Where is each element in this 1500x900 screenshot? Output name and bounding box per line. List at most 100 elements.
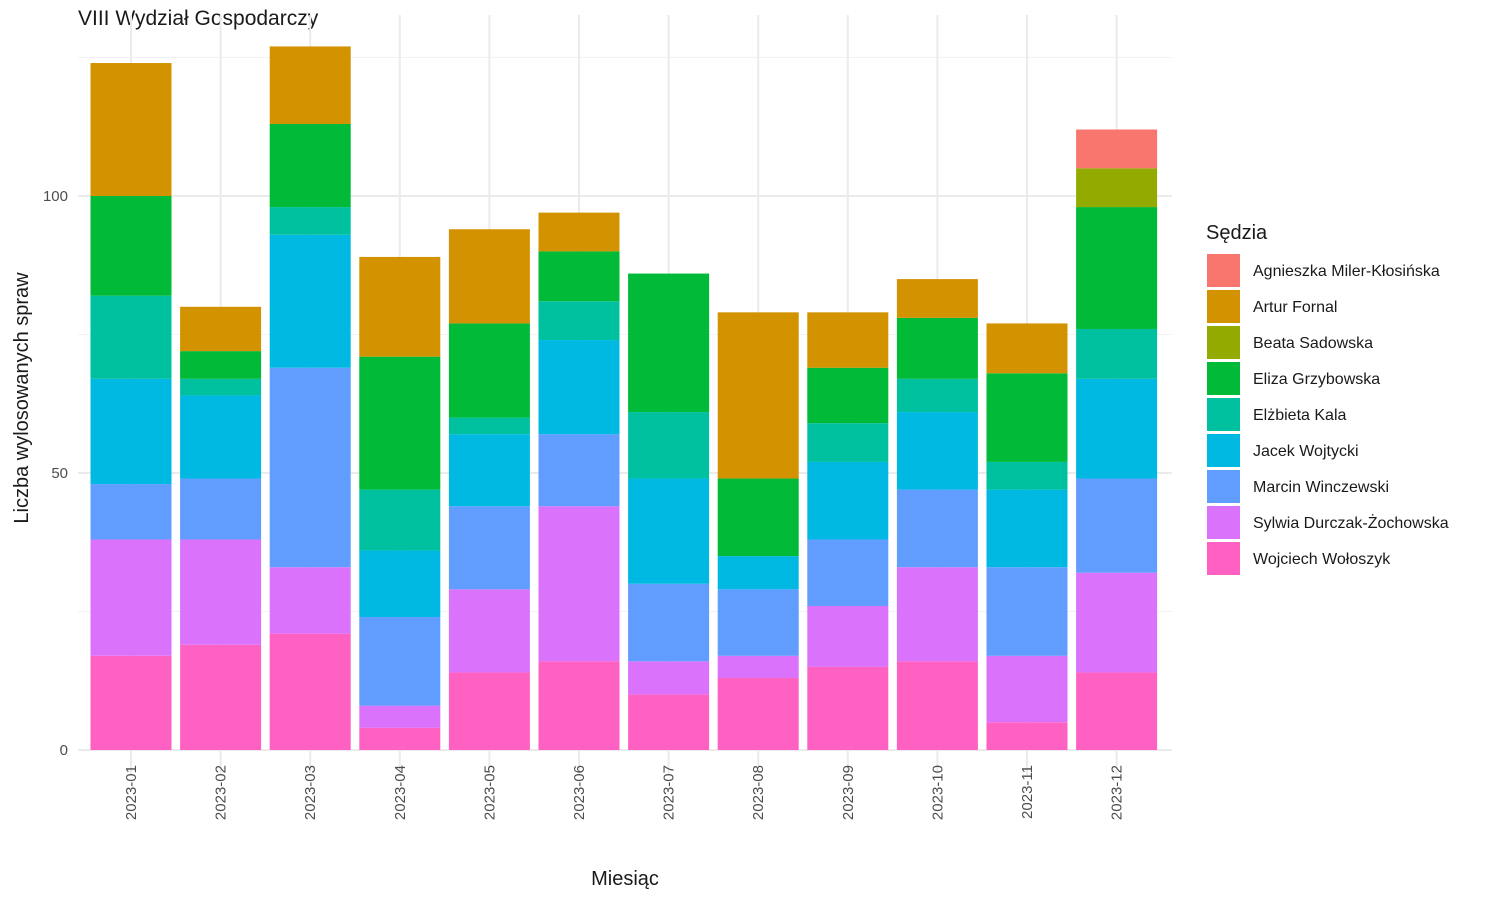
y-axis-title: Liczba wylosowanych spraw — [11, 272, 33, 524]
bar-segment — [717, 478, 799, 557]
bar-segment — [717, 655, 799, 678]
bar-segment — [269, 207, 351, 235]
legend-key — [1207, 362, 1240, 395]
bar-segment — [628, 273, 710, 413]
bar-segment — [986, 373, 1068, 462]
x-axis-title: Miesiąc — [591, 868, 659, 890]
x-tick-label: 2023-09 — [840, 765, 857, 820]
legend-key — [1207, 506, 1240, 539]
bar-segment — [986, 489, 1068, 568]
bar-segment — [807, 367, 889, 424]
bar-segment — [359, 617, 441, 706]
bar-segment — [448, 434, 530, 507]
legend: Sędzia Agnieszka Miler-Kłosińska Artur Fo… — [1206, 222, 1449, 575]
bar-segment — [807, 423, 889, 462]
bar-segment — [90, 295, 172, 379]
legend-label: Beata Sadowska — [1253, 335, 1373, 352]
bar-segment — [896, 317, 978, 379]
x-tick-label: 2023-08 — [750, 765, 767, 820]
bar-segment — [807, 605, 889, 667]
y-tick-label: 100 — [43, 188, 68, 205]
bar-segment — [269, 567, 351, 634]
x-tick-label: 2023-11 — [1019, 765, 1036, 819]
bar-segment — [448, 229, 530, 324]
bar-segment — [180, 306, 262, 352]
x-tick-label: 2023-10 — [929, 765, 946, 820]
legend-label: Agnieszka Miler-Kłosińska — [1253, 263, 1440, 280]
bar-segment — [180, 539, 262, 645]
bar-segment — [538, 506, 620, 662]
chart-title: VIII Wydział Gospodarczy — [78, 7, 319, 30]
bar-segment — [986, 461, 1068, 490]
bar-segment — [628, 478, 710, 584]
bar-segment — [269, 633, 351, 750]
bar-segment — [180, 395, 262, 479]
legend-label: Elżbieta Kala — [1253, 407, 1346, 424]
bar-segment — [628, 661, 710, 695]
x-tick-label: 2023-01 — [123, 765, 140, 820]
x-tick-label: 2023-07 — [661, 765, 678, 820]
bar-segment — [1076, 207, 1158, 329]
bar-segment — [180, 378, 262, 396]
bar-segment — [359, 727, 441, 750]
bar-segment — [359, 550, 441, 618]
bar-segment — [717, 589, 799, 656]
x-tick-label: 2023-05 — [481, 765, 498, 820]
legend-key — [1207, 326, 1240, 359]
legend-key — [1207, 398, 1240, 431]
bar-segment — [807, 666, 889, 750]
bar-segment — [1076, 672, 1158, 750]
bar-segment — [538, 340, 620, 435]
bars — [90, 46, 1158, 750]
bar-segment — [269, 234, 351, 368]
bar-segment — [90, 63, 172, 196]
bar-segment — [448, 417, 530, 435]
axes: 0 50 100 2023-01 2023-02 2023-03 2023-04 2023-0… — [43, 188, 1126, 820]
legend-key — [1207, 470, 1240, 503]
y-tick-label: 50 — [51, 465, 68, 482]
bar-segment — [717, 677, 799, 750]
bar-segment — [90, 484, 172, 540]
bar-segment — [896, 661, 978, 750]
bar-segment — [538, 434, 620, 507]
bar-segment — [896, 489, 978, 568]
bar-segment — [1076, 129, 1158, 169]
x-tick-label: 2023-03 — [302, 765, 319, 820]
legend-label: Jacek Wojtycki — [1253, 443, 1359, 460]
bar-segment — [986, 655, 1068, 723]
legend-label: Eliza Grzybowska — [1253, 371, 1380, 388]
bar-segment — [448, 589, 530, 673]
bar-segment — [986, 567, 1068, 656]
legend-key — [1207, 542, 1240, 575]
bar-segment — [359, 256, 441, 357]
bar-segment — [90, 196, 172, 296]
legend-label: Artur Fornal — [1253, 299, 1337, 316]
legend-key — [1207, 434, 1240, 467]
bar-segment — [1076, 478, 1158, 573]
legend-label: Wojciech Wołoszyk — [1253, 551, 1391, 568]
bar-segment — [269, 46, 351, 124]
bar-segment — [717, 556, 799, 590]
bar-segment — [90, 539, 172, 656]
x-tick-label: 2023-06 — [571, 765, 588, 820]
bar-segment — [269, 123, 351, 208]
bar-segment — [359, 489, 441, 551]
bar-segment — [896, 412, 978, 490]
legend-title: Sędzia — [1206, 222, 1268, 244]
bar-segment — [896, 279, 978, 318]
bar-segment — [180, 351, 262, 379]
bar-segment — [359, 705, 441, 728]
bar-segment — [448, 506, 530, 590]
bar-segment — [896, 378, 978, 413]
bar-segment — [628, 583, 710, 662]
bar-segment — [896, 567, 978, 662]
bar-segment — [986, 722, 1068, 750]
bar-segment — [538, 661, 620, 750]
bar-segment — [538, 301, 620, 341]
bar-segment — [807, 312, 889, 368]
y-tick-label: 0 — [60, 742, 68, 759]
bar-segment — [807, 461, 889, 540]
bar-segment — [90, 378, 172, 485]
x-tick-label: 2023-04 — [392, 765, 409, 820]
